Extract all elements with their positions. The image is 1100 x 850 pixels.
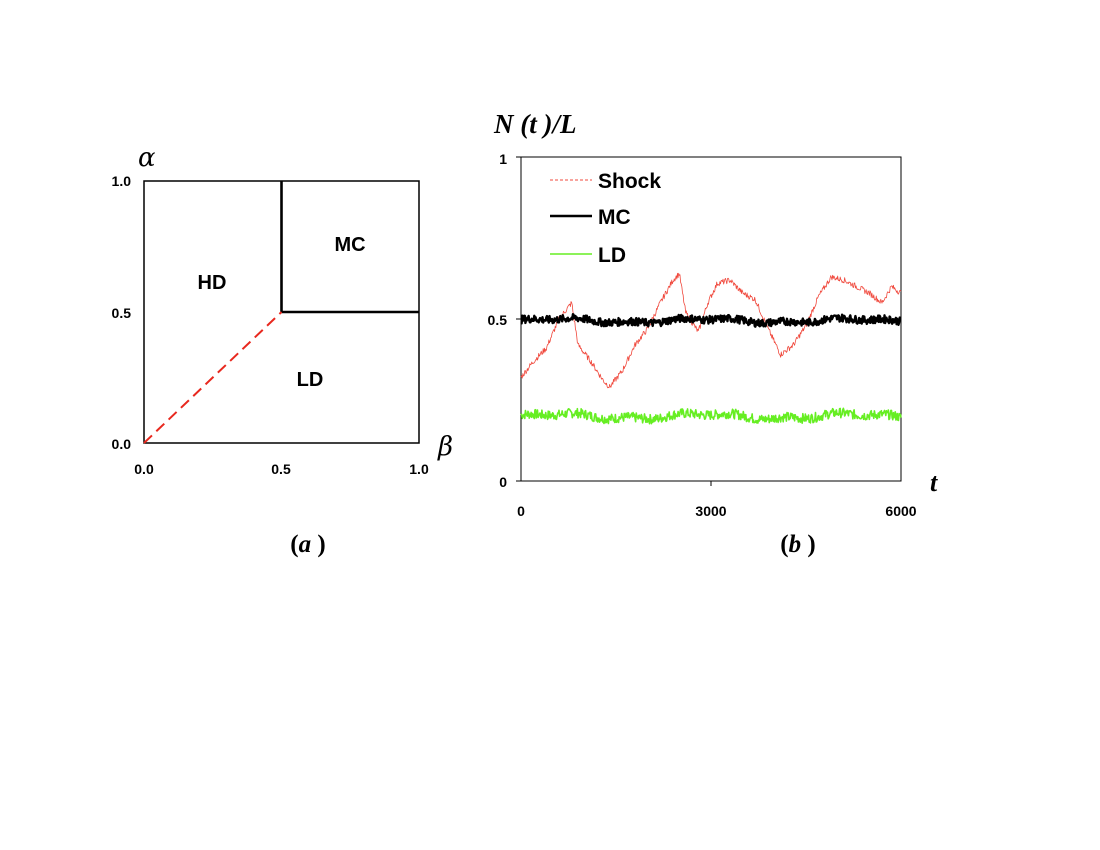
legend-label-shock: Shock: [598, 170, 661, 193]
y-axis-label: N (t )/L: [493, 109, 576, 139]
panel-a-caption: (a ): [290, 531, 325, 558]
series-layer: [520, 272, 902, 425]
beta-tick-label: 1.0: [409, 461, 429, 477]
legend-label-mc: MC: [598, 206, 631, 229]
x-tick-label: 3000: [695, 503, 726, 519]
y-tick-label: 1: [499, 151, 507, 167]
region-label-mc: MC: [334, 234, 365, 256]
beta-axis-label: β: [437, 432, 453, 462]
region-label-hd: HD: [198, 272, 227, 294]
panel-b-caption: (b ): [780, 531, 815, 558]
series-line-ld: [520, 407, 902, 425]
x-tick-label: 6000: [885, 503, 916, 519]
y-tick-label: 0: [499, 474, 507, 490]
beta-tick-label: 0.5: [271, 461, 291, 477]
phase-diagram-panel: α β 1.0 0.5 0.0 0.0 0.5 1.0 HD MC LD (a …: [112, 143, 454, 558]
beta-tick-label: 0.0: [134, 461, 154, 477]
panel-a-caption-letter: a: [299, 531, 312, 558]
series-line-shock: [520, 272, 902, 389]
alpha-tick-label: 1.0: [112, 173, 132, 189]
series-line-mc: [520, 313, 902, 328]
alpha-tick-label: 0.5: [112, 305, 132, 321]
phase-boundary-dashed: [143, 311, 283, 444]
x-axis-label: t: [930, 468, 938, 497]
legend-label-ld: LD: [598, 244, 626, 267]
alpha-axis-label: α: [138, 143, 156, 173]
alpha-tick-label: 0.0: [112, 436, 132, 452]
phase-boundaries: [143, 181, 419, 444]
legend: Shock MC LD: [550, 170, 661, 267]
region-label-ld: LD: [297, 369, 324, 391]
x-tick-label: 0: [517, 503, 525, 519]
panel-b-caption-letter: b: [789, 531, 802, 558]
y-tick-label: 0.5: [488, 312, 508, 328]
time-series-panel: N (t )/L t 1 0.5 0 0 3000 6000 Shock MC …: [488, 109, 938, 558]
